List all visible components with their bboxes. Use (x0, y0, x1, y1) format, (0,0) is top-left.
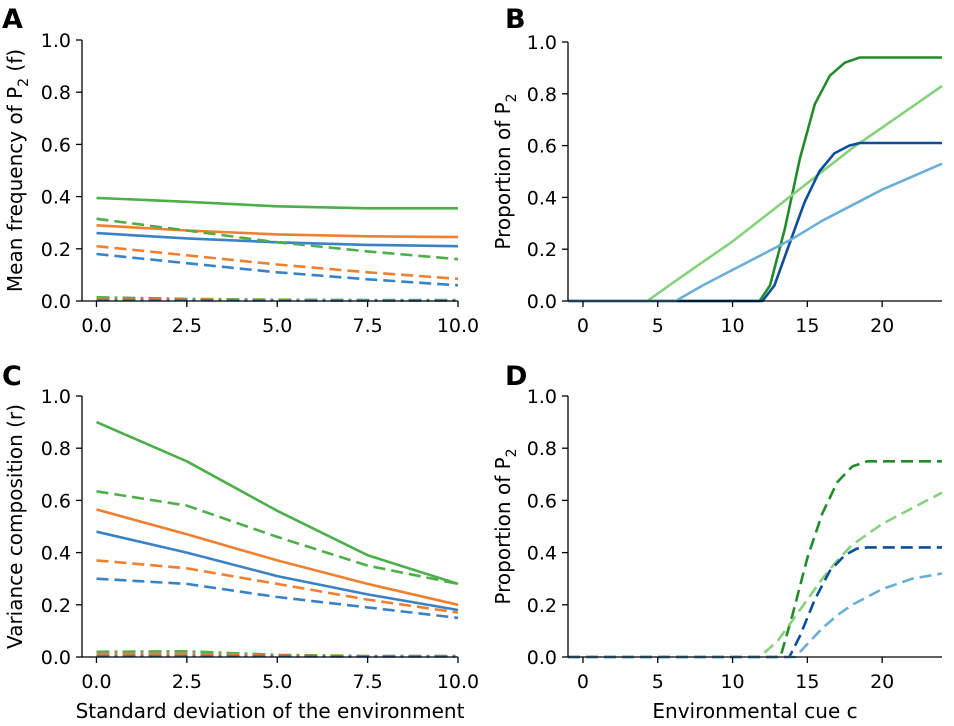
y-tick-label: 0.4 (41, 543, 71, 565)
series-line-dark-green-solid (568, 56, 942, 303)
x-axis-label: Standard deviation of the environment (76, 699, 465, 723)
y-axis-label: Proportion of P2 (491, 93, 520, 249)
series-line-orange-dashed (96, 559, 459, 614)
x-tick-label: 20 (870, 671, 894, 693)
series-line-orange-solid (96, 508, 459, 607)
series-group (96, 196, 459, 302)
x-tick-label: 10.0 (437, 671, 479, 693)
x-tick-label: 0.0 (81, 671, 111, 693)
x-tick-label: 20 (870, 315, 894, 337)
y-tick-label: 0.2 (41, 595, 71, 617)
y-tick-label: 1.0 (41, 386, 71, 408)
x-tick-label: 10 (720, 315, 744, 337)
series-group (568, 459, 943, 659)
x-tick-label: 0 (577, 315, 589, 337)
x-axis-label: Environmental cue c (652, 699, 857, 723)
x-tick-label: 10.0 (437, 315, 479, 337)
series-line-light-green-solid (568, 84, 943, 303)
y-tick-label: 0.8 (527, 84, 557, 106)
panel-a: A 0.0 0.2 0.4 0.6 0.8 1.0 0.0 2.5 5.0 7.5 10.0 Mean … (2, 4, 479, 337)
x-tick-label: 7.5 (353, 671, 383, 693)
y-tick-label: 0.8 (527, 438, 557, 460)
panel-letter: C (2, 361, 22, 392)
panel-b: B 0.0 0.2 0.4 0.6 0.8 1.0 0 5 10 15 20 Proportion of… (491, 4, 943, 337)
x-tick-label: 10 (720, 671, 744, 693)
y-axis-label: Variance composition (r) (3, 404, 27, 649)
x-tick-label: 0 (577, 671, 589, 693)
x-tick-label: 5 (652, 671, 664, 693)
panel-letter: A (2, 4, 23, 35)
y-axis-label-main: Variance composition (r) (3, 404, 27, 649)
x-tick-label: 5.0 (262, 671, 292, 693)
y-axis-label-subscript: 2 (16, 78, 32, 87)
y-tick-label: 0.6 (41, 134, 71, 156)
series-line-light-blue-dashed (568, 572, 943, 659)
y-tick-label: 0.8 (41, 82, 71, 104)
y-axis-label-suffix: (f) (3, 49, 27, 78)
x-tick-label: 15 (795, 315, 819, 337)
y-tick-label: 0.4 (527, 543, 557, 565)
series-line-green-dashed (96, 490, 459, 586)
x-tick-label: 0.0 (81, 315, 111, 337)
y-tick-label: 0.4 (527, 187, 557, 209)
series-line-light-green-dashed (568, 491, 943, 659)
y-tick-label: 0.2 (527, 239, 557, 261)
panel-c: C 0.0 0.2 0.4 0.6 0.8 1.0 0.0 2.5 5.0 7.5 10.0 Varia… (2, 361, 479, 723)
x-tick-label: 5.0 (262, 315, 292, 337)
panel-d: D 0.0 0.2 0.4 0.6 0.8 1.0 0 5 10 15 20 Proportion of… (491, 361, 943, 723)
series-line-blue-dashed (96, 252, 459, 287)
y-tick-label: 0.4 (41, 187, 71, 209)
y-tick-label: 0.6 (527, 490, 557, 512)
y-tick-label: 0.6 (527, 136, 557, 158)
x-tick-label: 7.5 (353, 315, 383, 337)
y-axis-label-main: Proportion of P (491, 102, 515, 249)
series-line-orange-dash-dot (96, 652, 458, 658)
y-axis-label: Proportion of P2 (491, 448, 520, 604)
y-tick-label: 1.0 (527, 386, 557, 408)
y-tick-label: 1.0 (527, 32, 557, 54)
y-tick-label: 1.0 (41, 30, 71, 52)
series-line-dark-blue-solid (568, 141, 942, 303)
y-tick-label: 0.0 (527, 291, 557, 313)
x-tick-label: 2.5 (172, 315, 202, 337)
y-tick-label: 0.0 (41, 647, 71, 669)
series-line-blue-dashed (96, 577, 459, 620)
y-tick-label: 0.2 (41, 239, 71, 261)
y-axis-label-subscript: 2 (504, 448, 520, 457)
series-line-green-solid (96, 196, 458, 210)
y-axis-label-main: Proportion of P (491, 457, 515, 604)
series-line-blue-dash-dot (96, 654, 458, 658)
y-tick-label: 0.0 (41, 291, 71, 313)
x-tick-label: 2.5 (172, 671, 202, 693)
panel-letter: D (505, 361, 527, 392)
series-line-light-blue-solid (568, 162, 943, 303)
series-line-green-solid (95, 420, 459, 586)
y-axis-label-main: Mean frequency of P (3, 87, 27, 292)
series-group (95, 420, 459, 658)
series-line-blue-solid (96, 530, 459, 612)
series-line-orange-solid (96, 224, 459, 239)
series-group (568, 56, 943, 303)
x-tick-label: 5 (652, 315, 664, 337)
series-line-green-dash-dot (96, 649, 458, 658)
series-line-orange-dashed (96, 244, 459, 281)
y-tick-label: 0.0 (527, 647, 557, 669)
y-axis-label: Mean frequency of P2 (f) (3, 49, 32, 292)
series-line-dark-blue-dashed (568, 546, 942, 659)
series-line-dark-green-dashed (568, 459, 942, 659)
y-axis-label-subscript: 2 (504, 93, 520, 102)
series-line-green-dashed (96, 217, 459, 261)
panel-letter: B (505, 4, 526, 35)
x-tick-label: 15 (795, 671, 819, 693)
y-tick-label: 0.6 (41, 490, 71, 512)
y-tick-label: 0.8 (41, 438, 71, 460)
series-line-blue-dash-dot (96, 298, 458, 302)
y-tick-label: 0.2 (527, 595, 557, 617)
